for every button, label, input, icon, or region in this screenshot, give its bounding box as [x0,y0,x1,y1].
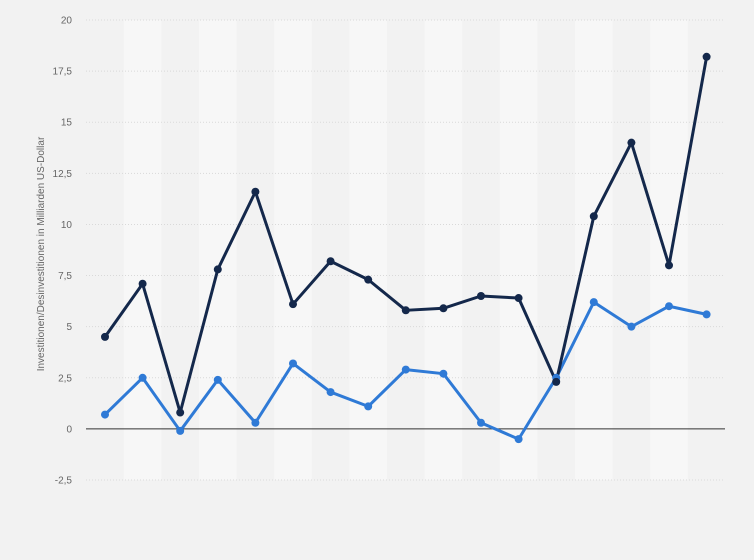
series-0-point [101,332,109,341]
series-1-point [665,302,673,311]
series-line-0 [103,55,709,415]
column-band [274,20,312,480]
series-0-point [439,304,448,313]
series-1-point [477,418,485,427]
series-1-point [138,373,147,382]
series-0-point [552,377,561,386]
series-1-point [326,388,335,397]
series-1-point [589,298,598,307]
y-tick-label: 17,5 [53,67,73,78]
series-1-point [101,410,109,419]
series-1-point [289,359,297,368]
y-tick-label: -2,5 [55,476,73,487]
series-0-point [665,261,673,270]
column-band [199,20,237,480]
gridlines [86,19,725,481]
series-lines [103,55,709,441]
y-tick-label: 2,5 [58,373,72,384]
y-tick-label: 12,5 [53,169,73,180]
series-1-point [627,322,636,331]
series-1-point [176,426,185,435]
series-0-point [702,52,711,61]
column-band [123,20,162,480]
column-band [575,20,613,480]
y-tick-label: 20 [61,16,73,27]
series-1-point [364,402,373,411]
y-axis-title: Investitionen/Desinvestitionen in Millia… [36,136,47,371]
column-band [499,20,538,480]
series-0-point [477,292,485,300]
series-0-point [326,257,335,266]
y-tick-label: 15 [61,118,73,129]
series-1-point [514,435,523,444]
y-axis-ticks: 20 17,5 15 12,5 10 7,5 5 2,5 0 -2,5 [53,16,73,487]
column-band [650,20,688,480]
column-band [424,20,463,480]
series-1-point [251,418,260,427]
series-0-point [251,187,260,196]
y-tick-label: 10 [61,220,73,231]
series-0-point [627,138,636,147]
series-1-point [401,365,410,374]
series-1-point [213,375,222,384]
series-0-point [138,279,147,288]
series-0-point [364,275,373,284]
series-0-point [176,408,185,417]
series-1-point [702,310,711,319]
series-0-point [401,306,410,315]
series-0-point [289,300,297,309]
y-tick-label: 0 [66,424,72,435]
series-0-point [213,265,222,274]
series-0-point [589,212,598,221]
column-bands [123,20,688,480]
y-tick-label: 7,5 [58,271,72,282]
column-band [349,20,387,480]
series-1-point [439,369,448,378]
series-0-point [514,294,523,303]
y-tick-label: 5 [66,322,72,333]
series-points [101,52,711,444]
